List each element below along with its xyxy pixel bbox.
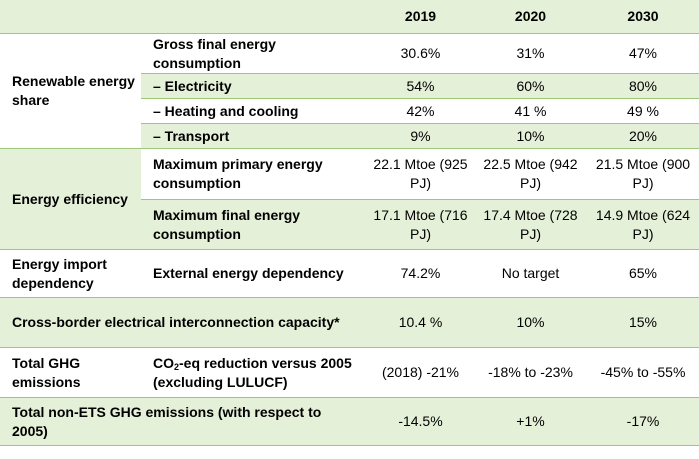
table-row: Total GHG emissions CO2-eq reduction ver… — [0, 347, 699, 398]
value-cell: 41 % — [474, 98, 587, 124]
indicator-text-pre: CO — [153, 354, 174, 371]
value-cell: 15% — [587, 297, 699, 348]
value-cell: (2018) -21% — [367, 347, 474, 398]
indicator-label: – Heating and cooling — [141, 98, 367, 124]
header-year: 2020 — [474, 0, 587, 34]
category-label: Energy import dependency — [0, 249, 141, 298]
value-cell: 21.5 Mtoe (900 PJ) — [587, 148, 699, 200]
table-row: Cross-border electrical interconnection … — [0, 297, 699, 348]
category-label: Total GHG emissions — [0, 347, 141, 398]
value-cell: 17.1 Mtoe (716 PJ) — [367, 199, 474, 250]
table-row: – Electricity 54% 60% 80% — [0, 73, 699, 99]
indicator-label: Maximum primary energy consumption — [141, 148, 367, 200]
table-row: Total non-ETS GHG emissions (with respec… — [0, 397, 699, 446]
value-cell: 49 % — [587, 98, 699, 124]
header-row: 2019 2020 2030 — [0, 0, 699, 34]
value-cell: 14.9 Mtoe (624 PJ) — [587, 199, 699, 250]
value-cell: -17% — [587, 397, 699, 446]
indicator-text-post: -eq reduction versus 2005 (excluding LUL… — [153, 354, 352, 390]
value-cell: 47% — [587, 33, 699, 74]
value-cell: 80% — [587, 73, 699, 99]
value-cell: 31% — [474, 33, 587, 74]
indicator-subscript: 2 — [174, 361, 180, 372]
indicator-label: Maximum final energy consumption — [141, 199, 367, 250]
value-cell: 74.2% — [367, 249, 474, 298]
indicator-label: – Transport — [141, 123, 367, 149]
value-cell: 60% — [474, 73, 587, 99]
value-cell: No target — [474, 249, 587, 298]
value-cell: 22.5 Mtoe (942 PJ) — [474, 148, 587, 200]
header-empty — [141, 0, 367, 34]
header-year: 2030 — [587, 0, 699, 34]
category-label: Cross-border electrical interconnection … — [0, 297, 367, 348]
value-cell: 54% — [367, 73, 474, 99]
indicator-label: – Electricity — [141, 73, 367, 99]
indicator-label: External energy dependency — [141, 249, 367, 298]
value-cell: 17.4 Mtoe (728 PJ) — [474, 199, 587, 250]
table-row: Renewable energy share Gross final energ… — [0, 33, 699, 149]
value-cell: 9% — [367, 123, 474, 149]
category-label: Renewable energy share — [0, 33, 141, 149]
table-row: Energy efficiency Maximum primary energy… — [0, 148, 699, 250]
category-label: Energy efficiency — [0, 148, 141, 250]
table-row: Energy import dependency External energy… — [0, 249, 699, 298]
value-cell: 20% — [587, 123, 699, 149]
value-cell: 30.6% — [367, 33, 474, 74]
header-year: 2019 — [367, 0, 474, 34]
value-cell: 22.1 Mtoe (925 PJ) — [367, 148, 474, 200]
category-label: Total non-ETS GHG emissions (with respec… — [0, 397, 367, 446]
value-cell: -45% to -55% — [587, 347, 699, 398]
value-cell: 10% — [474, 123, 587, 149]
indicator-label: CO2-eq reduction versus 2005 (excluding … — [141, 347, 367, 398]
energy-targets-table: 2019 2020 2030 Renewable energy share Gr… — [0, 0, 699, 446]
value-cell: +1% — [474, 397, 587, 446]
value-cell: 65% — [587, 249, 699, 298]
value-cell: -18% to -23% — [474, 347, 587, 398]
value-cell: 10% — [474, 297, 587, 348]
value-cell: 42% — [367, 98, 474, 124]
value-cell: 10.4 % — [367, 297, 474, 348]
value-cell: -14.5% — [367, 397, 474, 446]
header-empty — [0, 0, 141, 34]
indicator-label: Gross final energy consumption — [141, 33, 367, 74]
